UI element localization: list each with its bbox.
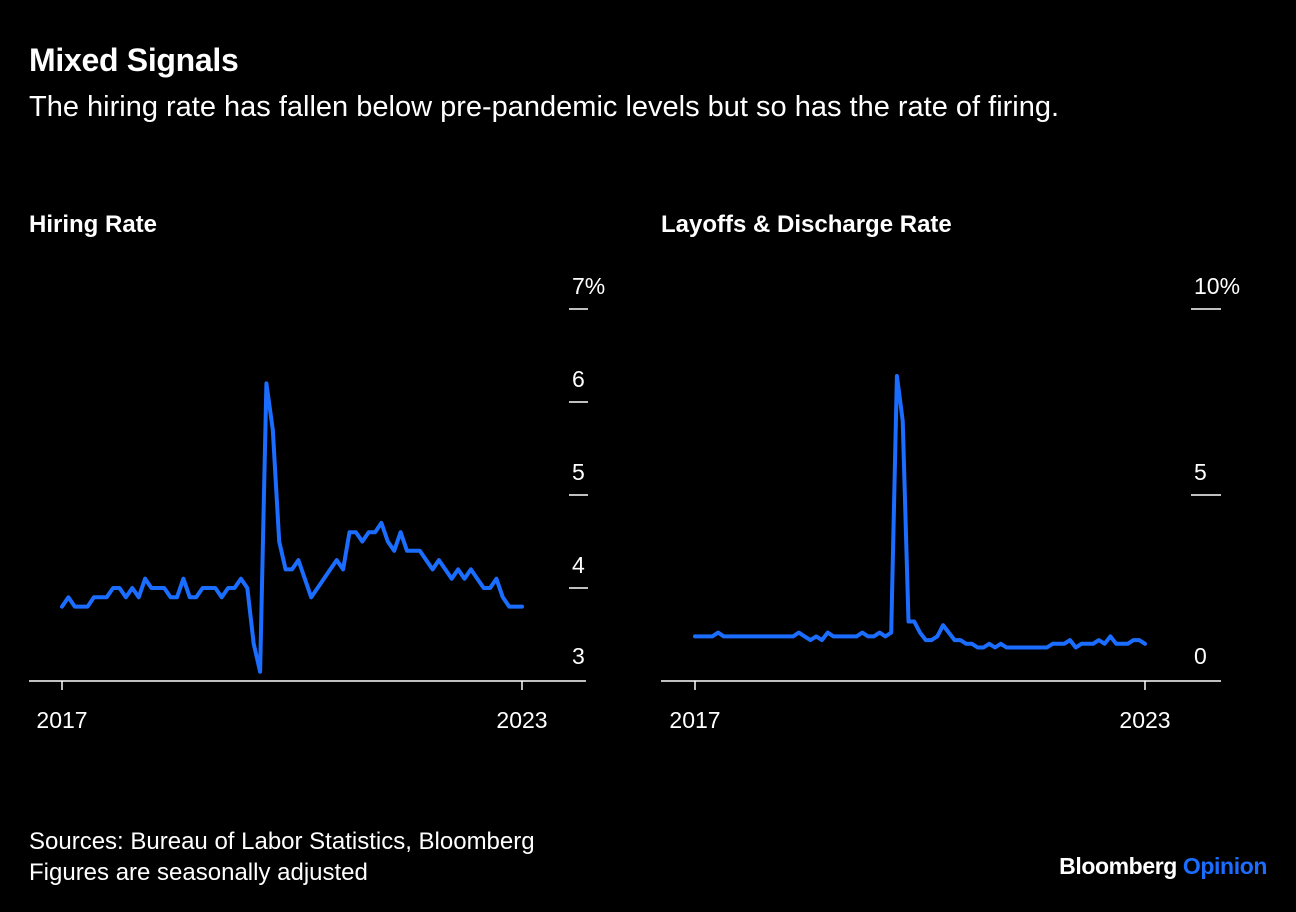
y-tick-label: 6 [572,366,585,392]
x-tick-label: 2023 [1119,707,1170,733]
x-tick-label: 2017 [669,707,720,733]
adjustment-note: Figures are seasonally adjusted [29,859,368,886]
y-tick-label: 7% [572,273,605,299]
x-tick-label: 2017 [36,707,87,733]
layoffs-panel-title: Layoffs & Discharge Rate [661,211,952,238]
series-line [60,381,524,674]
chart-subtitle: The hiring rate has fallen below pre-pan… [29,91,1060,123]
brand-primary: Bloomberg [1059,853,1177,879]
y-tick-label: 3 [572,643,585,669]
sources-text: Sources: Bureau of Labor Statistics, Blo… [29,828,535,855]
hiring-panel-title: Hiring Rate [29,211,158,238]
sources-note: Sources: Bureau of Labor Statistics, Blo… [29,826,535,888]
series-line [693,374,1147,650]
bloomberg-opinion-logo: Bloomberg Opinion [1059,853,1267,880]
y-tick-label: 5 [1194,459,1207,485]
y-tick-label: 5 [572,459,585,485]
brand-secondary: Opinion [1182,853,1267,879]
layoffs-rate-chart: 0 5 10% 2017 2023 [661,273,1240,733]
x-tick-label: 2023 [496,707,547,733]
y-tick-label: 4 [572,552,585,578]
hiring-rate-chart: 3 4 5 6 7% 2017 2023 [29,273,605,733]
chart-title: Mixed Signals [29,42,239,78]
y-tick-label: 0 [1194,643,1207,669]
y-tick-label: 10% [1194,273,1240,299]
